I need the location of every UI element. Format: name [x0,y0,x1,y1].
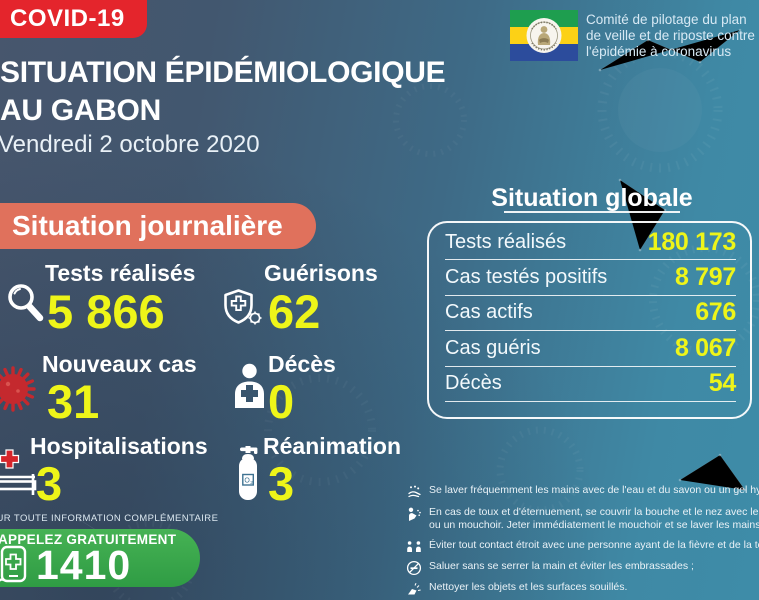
stat-label-deces: Décès [268,351,336,377]
stat-value-hospitalisations: 3 [36,457,63,510]
table-row: Cas testés positifs 8 797 [445,260,736,296]
shield-cross-virus-icon [222,287,266,336]
global-row-value: 180 173 [647,227,737,256]
cough-elbow-icon [406,506,422,527]
table-row: Cas guéris 8 067 [445,331,736,367]
hotline-banner: APPELEZ GRATUITEMENT 1410 [0,529,200,588]
list-item: Saluer sans se serrer la main et éviter … [406,560,694,581]
global-row-value: 8 067 [674,333,736,362]
gabon-flag-icon [510,10,578,61]
committee-line: de veille et de riposte contre [586,28,755,43]
no-handshake-icon [406,560,422,581]
stat-value-reanimation: 3 [268,457,295,510]
global-stats-table: Tests réalisés 180 173 Cas testés positi… [427,221,752,419]
global-section-title: Situation globale [491,184,693,212]
phone-hand-icon [0,545,32,592]
svg-text:2: 2 [250,480,253,486]
global-row-label: Décès [445,372,502,395]
virus-icon [0,360,42,423]
clean-surfaces-icon [406,581,422,600]
svg-text:O: O [244,477,250,484]
global-row-label: Cas testés positifs [445,266,608,289]
guideline-text: Nettoyer les objets et les surfaces soui… [429,581,628,593]
guideline-text: Se laver fréquemment les mains avec de l… [429,484,759,496]
magnifier-icon [4,282,48,331]
stat-label-nouveaux-cas: Nouveaux cas [42,351,197,377]
stat-value-tests: 5 866 [47,285,165,338]
stat-label-hospitalisations: Hospitalisations [30,433,208,459]
global-row-label: Cas guéris [445,336,541,359]
page-title-line1: SITUATION ÉPIDÉMIOLOGIQUE [0,56,446,89]
oxygen-tank-icon: O 2 [233,444,263,507]
stat-value-deces: 0 [268,375,295,428]
guideline-text: Éviter tout contact étroit avec une pers… [429,539,759,551]
hospital-bed-icon [0,446,40,505]
global-row-value: 676 [695,298,736,327]
guideline-text: En cas de toux et d'éternuement, se couv… [429,506,759,531]
hotline-info-text: POUR TOUTE INFORMATION COMPLÉMENTAIRE [0,513,219,524]
committee-line: Comité de pilotage du plan [586,12,747,27]
hotline-number: 1410 [36,542,132,588]
hotline-call-label: APPELEZ GRATUITEMENT [0,532,177,547]
stat-label-tests: Tests réalisés [45,260,196,286]
committee-text: Comité de pilotage du plan de veille et … [586,12,759,60]
list-item: Nettoyer les objets et les surfaces soui… [406,581,627,600]
gabon-flag-logo [510,10,578,61]
list-item: Éviter tout contact étroit avec une pers… [406,539,759,560]
table-row: Décès 54 [445,367,736,402]
committee-line: l'épidémie à coronavirus [586,44,732,59]
table-row: Cas actifs 676 [445,296,736,332]
guideline-text: Saluer sans se serrer la main et éviter … [429,560,694,572]
global-row-value: 8 797 [674,263,736,292]
daily-section-title: Situation journalière [12,210,283,241]
list-item: Se laver fréquemment les mains avec de l… [406,484,759,505]
hand-washing-icon [406,484,422,505]
daily-section-header: Situation journalière [0,203,316,249]
global-row-label: Cas actifs [445,301,533,324]
stat-value-guerisons: 62 [268,285,321,338]
table-row: Tests réalisés 180 173 [445,225,737,261]
report-date: Vendredi 2 octobre 2020 [0,131,260,158]
page-title-line2: AU GABON [0,94,161,127]
global-row-value: 54 [708,369,737,398]
global-row-label: Tests réalisés [445,230,567,253]
page-title: SITUATION ÉPIDÉMIOLOGIQUE AU GABON [0,54,446,130]
stat-label-guerisons: Guérisons [264,260,378,286]
covid19-badge-label: COVID-19 [10,5,125,32]
stat-value-nouveaux-cas: 31 [47,375,100,428]
avoid-contact-icon [406,539,422,560]
stat-label-reanimation: Réanimation [263,433,402,459]
person-cross-icon [226,362,272,413]
list-item: En cas de toux et d'éternuement, se couv… [406,506,759,531]
global-title-underline [504,211,680,213]
covid19-badge: COVID-19 [0,0,147,38]
